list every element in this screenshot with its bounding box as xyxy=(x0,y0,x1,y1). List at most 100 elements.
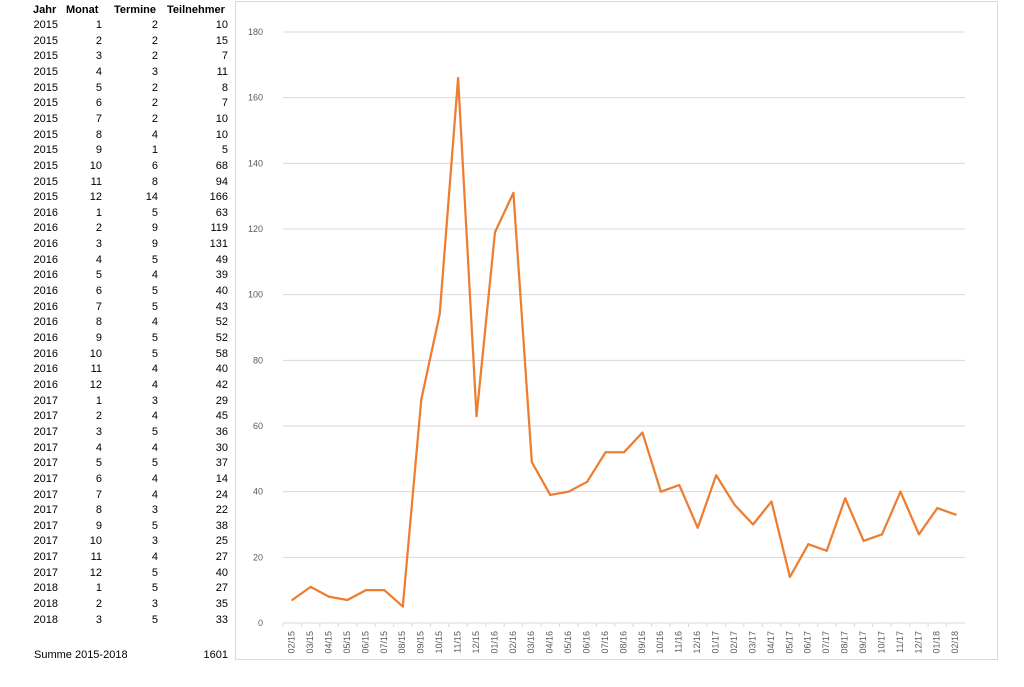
cell-monat: 7 xyxy=(95,300,102,313)
table-row: 2015 10 6 68 xyxy=(0,159,236,175)
x-tick-label: 08/15 xyxy=(397,631,407,654)
y-tick-label: 0 xyxy=(258,618,263,628)
table-header-row: Jahr Monat Termine Teilnehmer xyxy=(0,3,236,19)
x-tick-label: 06/16 xyxy=(582,631,592,654)
cell-monat: 2 xyxy=(95,34,102,47)
x-tick-label: 05/16 xyxy=(563,631,573,654)
table-row: 2016 4 5 49 xyxy=(0,253,236,269)
table-row: 2017 1 3 29 xyxy=(0,394,236,410)
cell-teilnehmer: 33 xyxy=(215,613,228,626)
x-tick-label: 03/17 xyxy=(747,631,757,654)
x-tick-label: 06/15 xyxy=(360,631,370,654)
cell-termine: 1 xyxy=(151,144,158,157)
x-tick-label: 04/17 xyxy=(766,631,776,654)
cell-jahr: 2016 xyxy=(33,363,58,376)
cell-jahr: 2016 xyxy=(33,285,58,298)
x-tick-label: 09/15 xyxy=(416,631,426,654)
cell-teilnehmer: 42 xyxy=(215,378,228,391)
cell-monat: 10 xyxy=(89,347,102,360)
cell-teilnehmer: 10 xyxy=(215,19,228,31)
x-tick-label: 02/15 xyxy=(287,631,297,654)
cell-termine: 4 xyxy=(151,128,158,141)
cell-termine: 5 xyxy=(151,300,158,313)
x-tick-label: 10/17 xyxy=(876,631,886,654)
cell-monat: 2 xyxy=(95,598,102,611)
data-point xyxy=(383,589,386,592)
x-tick-label: 11/16 xyxy=(674,631,684,653)
cell-jahr: 2017 xyxy=(33,504,58,517)
cell-monat: 12 xyxy=(89,191,102,204)
cell-teilnehmer: 35 xyxy=(215,598,228,611)
cell-termine: 3 xyxy=(151,504,158,517)
x-tick-label: 11/15 xyxy=(452,631,462,653)
table-row: 2015 12 14 166 xyxy=(0,190,236,206)
table-row: 2017 4 4 30 xyxy=(0,441,236,457)
cell-monat: 11 xyxy=(90,175,102,188)
x-tick-label: 04/15 xyxy=(323,631,333,654)
y-tick-label: 20 xyxy=(253,552,263,562)
cell-teilnehmer: 10 xyxy=(215,128,228,141)
x-tick-label: 07/17 xyxy=(821,631,831,654)
cell-termine: 2 xyxy=(151,50,158,63)
cell-teilnehmer: 25 xyxy=(215,535,228,548)
y-tick-label: 80 xyxy=(253,355,263,365)
table-row: 2016 9 5 52 xyxy=(0,331,236,347)
data-point xyxy=(309,585,312,588)
cell-teilnehmer: 8 xyxy=(221,81,228,94)
cell-jahr: 2017 xyxy=(33,472,58,485)
cell-termine: 2 xyxy=(151,34,158,47)
table-row: 2017 5 5 37 xyxy=(0,456,236,472)
cell-teilnehmer: 15 xyxy=(215,34,228,47)
data-point xyxy=(862,539,865,542)
cell-teilnehmer: 49 xyxy=(215,253,228,266)
cell-termine: 4 xyxy=(151,363,158,376)
cell-termine: 5 xyxy=(151,285,158,298)
data-point xyxy=(917,533,920,536)
table-row: 2016 8 4 52 xyxy=(0,315,236,331)
cell-teilnehmer: 40 xyxy=(215,363,228,376)
cell-monat: 9 xyxy=(95,144,102,157)
cell-monat: 3 xyxy=(95,425,102,438)
cell-jahr: 2016 xyxy=(33,378,58,391)
cell-monat: 9 xyxy=(95,519,102,532)
table-row: 2015 9 1 5 xyxy=(0,143,236,159)
x-tick-label: 10/16 xyxy=(655,631,665,654)
cell-teilnehmer: 5 xyxy=(221,144,228,157)
table-row: 2015 4 3 11 xyxy=(0,65,236,81)
cell-monat: 7 xyxy=(95,112,102,125)
x-tick-label: 02/16 xyxy=(508,631,518,654)
data-point xyxy=(346,599,349,602)
cell-teilnehmer: 36 xyxy=(215,425,228,438)
sum-label: Summe 2015-2018 xyxy=(34,649,128,661)
data-point xyxy=(696,526,699,529)
cell-monat: 10 xyxy=(89,159,102,172)
cell-jahr: 2015 xyxy=(33,19,58,31)
data-point xyxy=(512,191,515,194)
table-row: 2018 3 5 33 xyxy=(0,613,236,629)
cell-termine: 4 xyxy=(151,269,158,282)
cell-monat: 1 xyxy=(95,582,102,595)
table-row: 2015 6 2 7 xyxy=(0,96,236,112)
table-row: 2015 2 2 15 xyxy=(0,34,236,50)
cell-jahr: 2018 xyxy=(33,582,58,595)
x-tick-label: 05/17 xyxy=(784,631,794,654)
cell-teilnehmer: 119 xyxy=(210,222,228,235)
table-row: 2017 8 3 22 xyxy=(0,503,236,519)
data-point xyxy=(457,76,460,79)
cell-jahr: 2015 xyxy=(33,175,58,188)
x-tick-label: 04/16 xyxy=(545,631,555,654)
y-tick-label: 140 xyxy=(248,158,263,168)
header-teilnehmer: Teilnehmer xyxy=(167,4,225,16)
cell-termine: 2 xyxy=(151,81,158,94)
table-row: 2018 2 3 35 xyxy=(0,597,236,613)
data-point xyxy=(420,398,423,401)
table-row: 2017 12 5 40 xyxy=(0,566,236,582)
cell-teilnehmer: 29 xyxy=(215,394,228,407)
cell-jahr: 2015 xyxy=(33,50,58,63)
cell-teilnehmer: 11 xyxy=(216,65,228,78)
cell-teilnehmer: 40 xyxy=(215,566,228,579)
data-point xyxy=(401,605,404,608)
data-point xyxy=(752,523,755,526)
table-row: 2016 10 5 58 xyxy=(0,347,236,363)
cell-jahr: 2017 xyxy=(33,551,58,564)
